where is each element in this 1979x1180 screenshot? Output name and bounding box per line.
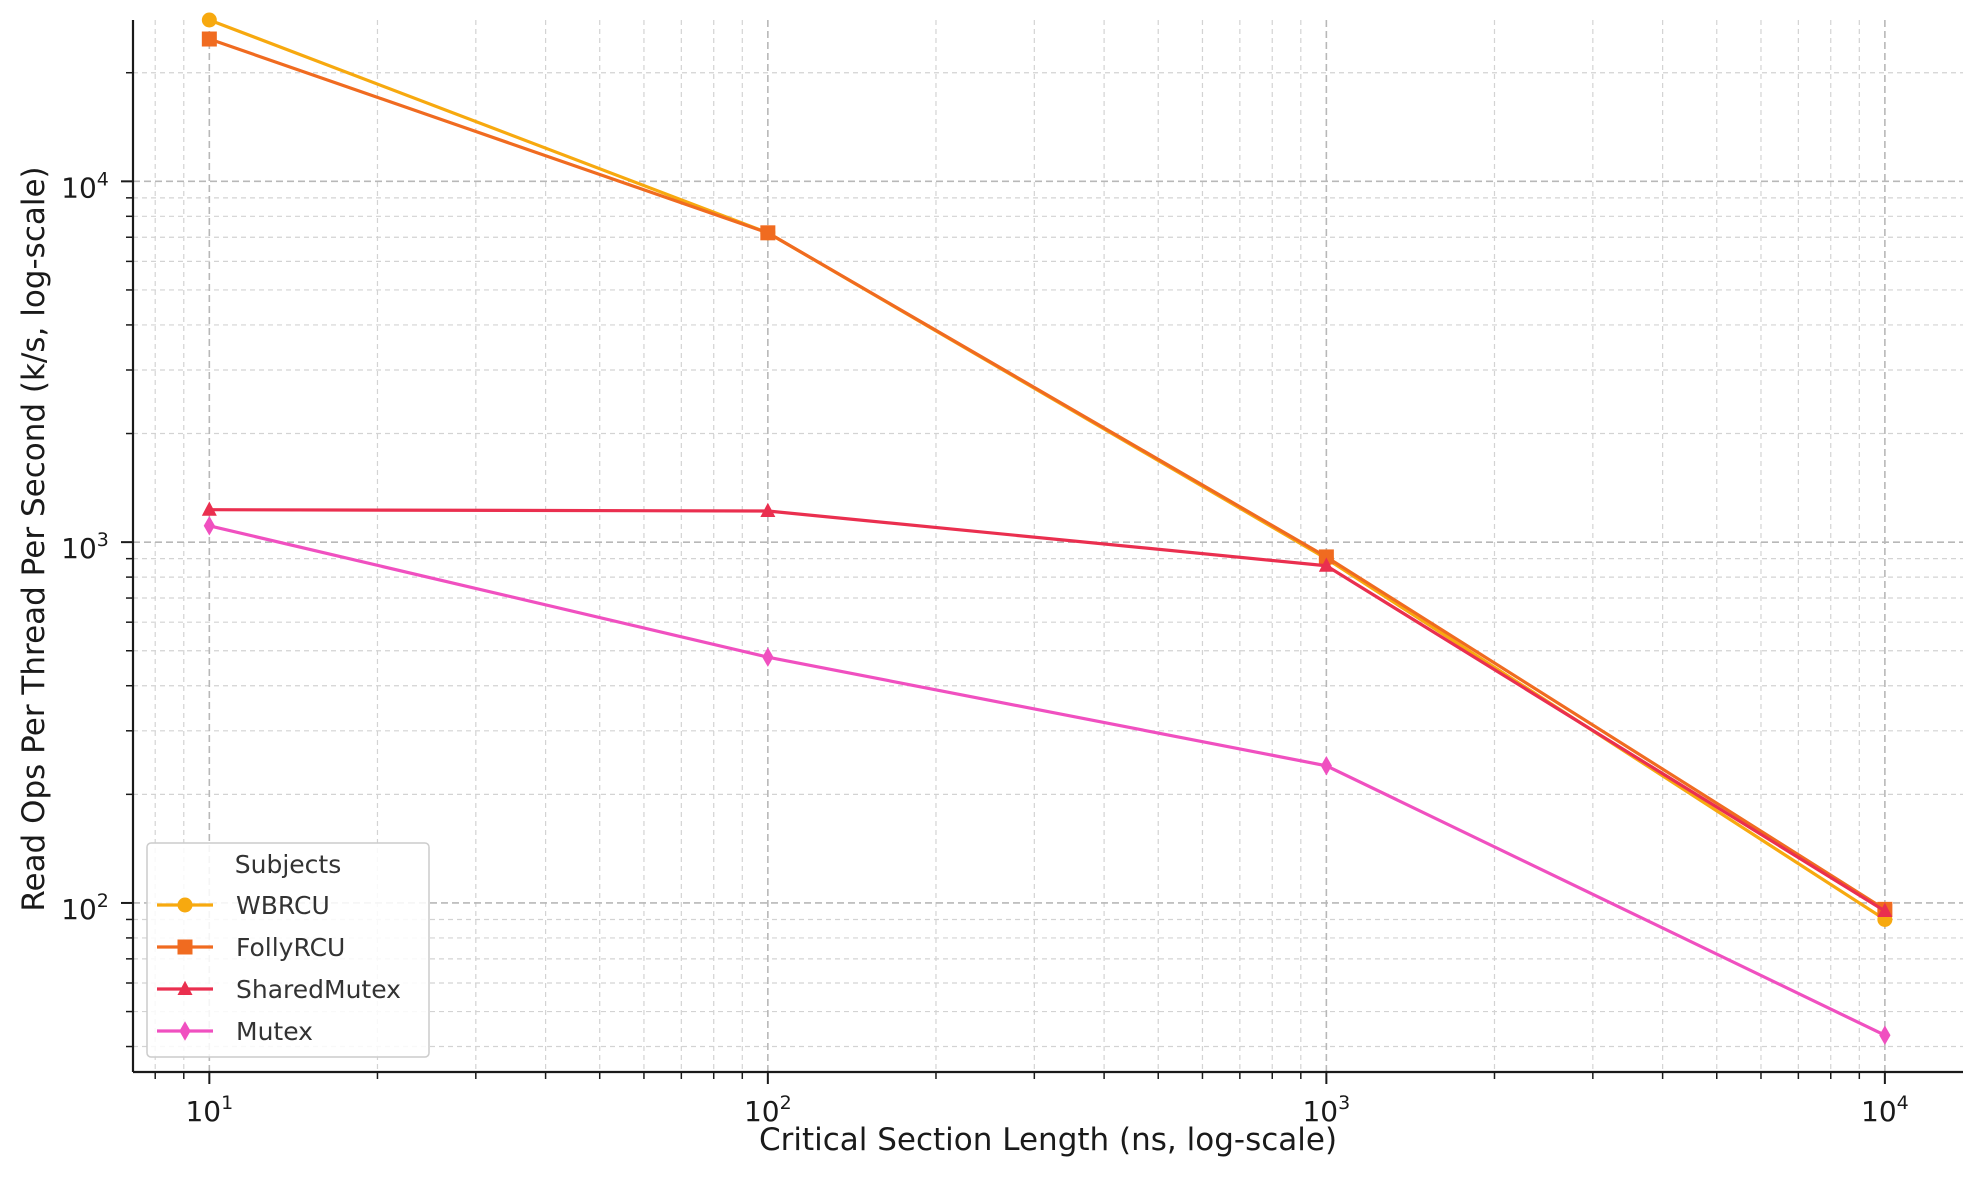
legend-entry-mutex: Mutex bbox=[157, 1017, 313, 1046]
legend-box bbox=[146, 842, 430, 1058]
legend-entry-follyrcu: FollyRCU bbox=[157, 933, 345, 962]
y-tick-label: 102 bbox=[61, 890, 109, 926]
legend-label-sharedmutex: SharedMutex bbox=[236, 975, 401, 1004]
data-point-follyrcu bbox=[201, 31, 217, 47]
series-layer bbox=[201, 12, 1893, 1045]
data-point-wbrcu bbox=[201, 12, 217, 28]
y-tick-label: 104 bbox=[61, 168, 109, 204]
legend-marker-mutex bbox=[179, 1021, 191, 1041]
data-point-mutex bbox=[203, 516, 215, 536]
minor-gridlines bbox=[133, 20, 1963, 1072]
x-tick-label: 104 bbox=[1861, 1092, 1909, 1128]
legend-marker-sharedmutex bbox=[177, 980, 193, 995]
axes bbox=[131, 20, 1963, 1074]
legend-label-mutex: Mutex bbox=[236, 1017, 313, 1046]
legend-entries: WBRCU FollyRCU SharedMutex Mutex bbox=[157, 891, 401, 1046]
data-point-sharedmutex bbox=[201, 501, 217, 516]
data-point-mutex bbox=[1879, 1025, 1891, 1045]
series-line-mutex bbox=[208, 524, 1886, 1037]
x-tick-label: 102 bbox=[744, 1092, 792, 1128]
data-point-sharedmutex bbox=[1318, 557, 1334, 572]
y-axis-ticks: 102 103 104 bbox=[61, 71, 133, 1048]
series-line-wbrcu bbox=[208, 18, 1886, 921]
data-point-sharedmutex bbox=[760, 502, 776, 517]
x-tick-label: 101 bbox=[185, 1092, 233, 1128]
data-point-sharedmutex bbox=[1877, 902, 1893, 917]
data-point-follyrcu bbox=[760, 225, 776, 241]
legend: Subjects WBRCU FollyRCU SharedMutex Mutex bbox=[146, 842, 430, 1058]
x-axis-ticks: 101 102 103 104 bbox=[154, 1072, 1909, 1128]
legend-marker-wbrcu bbox=[177, 897, 193, 913]
series-wbrcu bbox=[201, 12, 1893, 927]
series-line-follyrcu bbox=[208, 37, 1886, 911]
data-point-mutex bbox=[762, 647, 774, 667]
y-tick-label: 103 bbox=[61, 529, 109, 565]
legend-title: Subjects bbox=[235, 850, 341, 879]
series-line-sharedmutex bbox=[209, 508, 1886, 913]
x-tick-label: 103 bbox=[1302, 1092, 1350, 1128]
x-axis-title: Critical Section Length (ns, log-scale) bbox=[759, 1122, 1337, 1158]
major-gridlines bbox=[133, 20, 1963, 1072]
legend-entry-sharedmutex: SharedMutex bbox=[157, 975, 401, 1004]
series-mutex bbox=[203, 516, 1891, 1045]
legend-label-follyrcu: FollyRCU bbox=[236, 933, 345, 962]
data-point-mutex bbox=[1320, 756, 1332, 776]
y-axis-title: Read Ops Per Thread Per Second (k/s, log… bbox=[16, 166, 52, 911]
legend-marker-follyrcu bbox=[177, 939, 193, 955]
legend-label-wbrcu: WBRCU bbox=[236, 891, 330, 920]
series-follyrcu bbox=[201, 31, 1893, 917]
data-point-follyrcu bbox=[1318, 549, 1334, 565]
series-sharedmutex bbox=[201, 501, 1893, 917]
legend-entry-wbrcu: WBRCU bbox=[157, 891, 330, 920]
